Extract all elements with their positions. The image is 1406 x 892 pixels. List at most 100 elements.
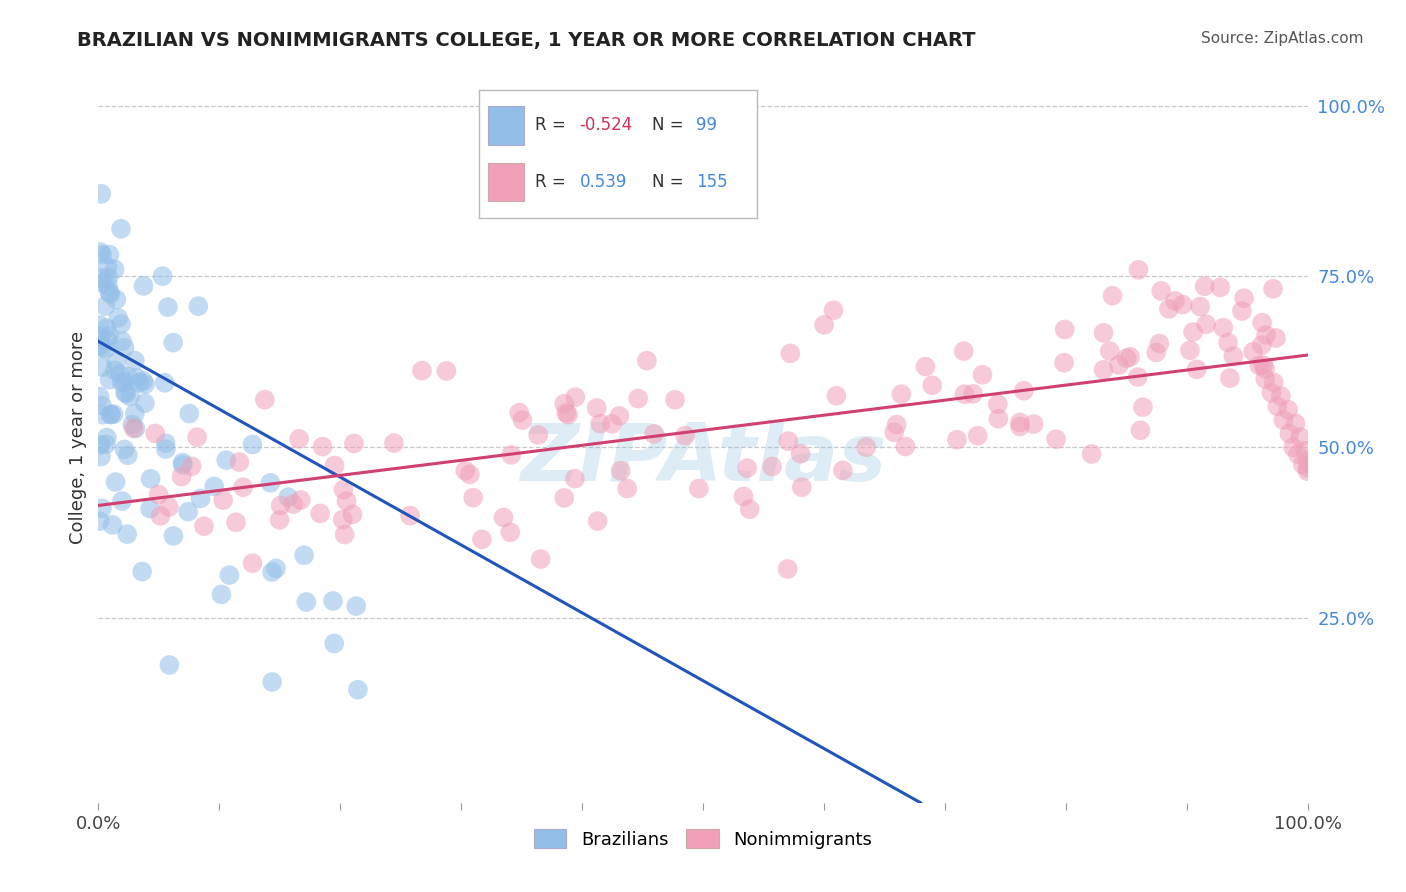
- Point: [855, 440, 877, 454]
- Point: [114, 341, 136, 355]
- Point: [202, 479, 225, 493]
- Point: [103, 262, 125, 277]
- Point: [91, 276, 114, 290]
- Point: [1150, 284, 1173, 298]
- Point: [180, 459, 202, 474]
- Point: [664, 392, 686, 407]
- Point: [139, 501, 162, 516]
- Point: [1251, 316, 1274, 330]
- Point: [1101, 289, 1123, 303]
- Point: [155, 436, 177, 450]
- Point: [1209, 280, 1232, 294]
- Point: [789, 447, 811, 461]
- Point: [1270, 389, 1292, 403]
- Point: [1149, 336, 1171, 351]
- Point: [309, 507, 332, 521]
- Point: [215, 453, 238, 467]
- Point: [332, 483, 354, 497]
- Point: [134, 396, 156, 410]
- Point: [883, 425, 905, 440]
- Point: [454, 464, 477, 478]
- Point: [89, 245, 111, 260]
- Point: [776, 562, 799, 576]
- Point: [1045, 432, 1067, 446]
- Point: [382, 436, 405, 450]
- Point: [436, 364, 458, 378]
- Point: [259, 475, 281, 490]
- Point: [1222, 349, 1244, 363]
- Point: [1098, 344, 1121, 359]
- Point: [1080, 447, 1102, 461]
- Point: [564, 472, 586, 486]
- Point: [124, 407, 146, 421]
- Point: [90, 450, 112, 464]
- Point: [616, 482, 638, 496]
- Point: [761, 459, 783, 474]
- Point: [1263, 376, 1285, 390]
- Point: [1250, 338, 1272, 352]
- Point: [890, 387, 912, 401]
- Point: [156, 300, 179, 314]
- Point: [143, 426, 166, 441]
- Point: [1284, 417, 1306, 431]
- Point: [104, 475, 127, 489]
- Point: [733, 490, 755, 504]
- Point: [114, 385, 136, 400]
- Point: [153, 376, 176, 390]
- Point: [529, 552, 551, 566]
- Point: [97, 278, 120, 293]
- Point: [264, 561, 287, 575]
- Point: [107, 310, 129, 325]
- Point: [1182, 325, 1205, 339]
- Point: [1219, 371, 1241, 385]
- Point: [643, 426, 665, 441]
- Point: [825, 389, 848, 403]
- Point: [172, 456, 194, 470]
- Point: [1254, 372, 1277, 386]
- Y-axis label: College, 1 year or more: College, 1 year or more: [69, 331, 87, 543]
- Point: [886, 417, 908, 432]
- Point: [344, 599, 367, 613]
- Point: [972, 368, 994, 382]
- Point: [100, 408, 122, 422]
- Point: [1260, 385, 1282, 400]
- Point: [1132, 400, 1154, 414]
- Point: [97, 270, 120, 285]
- Point: [1289, 430, 1312, 444]
- Point: [148, 487, 170, 501]
- Point: [1195, 318, 1218, 332]
- Point: [290, 492, 312, 507]
- Point: [1296, 454, 1319, 468]
- Point: [831, 463, 853, 477]
- Legend: Brazilians, Nonimmigrants: Brazilians, Nonimmigrants: [534, 830, 872, 848]
- Point: [1012, 384, 1035, 398]
- Point: [94, 437, 117, 451]
- Point: [242, 437, 264, 451]
- Point: [323, 458, 346, 473]
- Point: [105, 355, 128, 369]
- Point: [193, 519, 215, 533]
- Point: [1189, 300, 1212, 314]
- Point: [1008, 416, 1031, 430]
- Point: [333, 527, 356, 541]
- Point: [108, 367, 131, 381]
- Point: [125, 370, 148, 384]
- Point: [98, 285, 121, 300]
- Point: [564, 390, 586, 404]
- Point: [170, 469, 193, 483]
- Point: [1278, 426, 1301, 441]
- Point: [115, 527, 138, 541]
- Point: [132, 279, 155, 293]
- Point: [262, 675, 284, 690]
- Point: [499, 525, 522, 540]
- Point: [98, 287, 121, 301]
- Text: ZIPAtlas: ZIPAtlas: [520, 420, 886, 498]
- Point: [218, 568, 240, 582]
- Point: [134, 377, 156, 392]
- Point: [172, 458, 194, 472]
- Point: [1119, 350, 1142, 364]
- Point: [1212, 320, 1234, 334]
- Point: [94, 299, 117, 313]
- Point: [311, 440, 333, 454]
- Point: [894, 440, 917, 454]
